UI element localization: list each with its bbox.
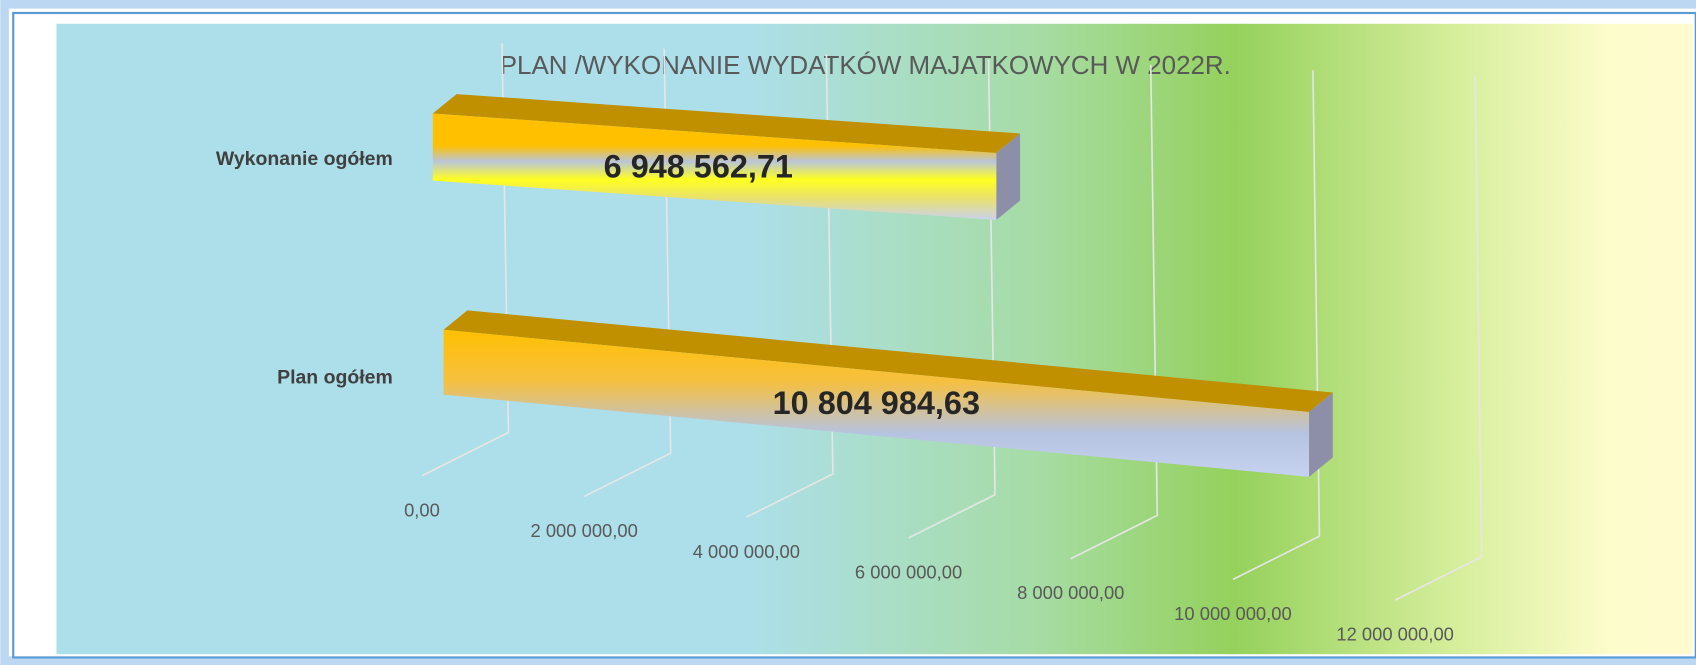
x-tick-label: 12 000 000,00 <box>1336 624 1454 645</box>
x-tick-label: 4 000 000,00 <box>693 541 800 562</box>
bar-end <box>1309 392 1333 477</box>
bar-front <box>432 113 997 221</box>
grid-line <box>1394 75 1483 601</box>
data-label: 6 948 562,71 <box>604 149 793 185</box>
category-label: Wykonanie ogółem <box>216 148 393 170</box>
x-tick-label: 10 000 000,00 <box>1174 603 1292 624</box>
category-label: Plan ogółem <box>277 367 393 389</box>
plot-area <box>56 23 1693 655</box>
data-label: 10 804 984,63 <box>773 385 980 421</box>
bar <box>443 310 1333 477</box>
bar-top <box>443 310 1333 413</box>
bar-top <box>432 94 1021 153</box>
chart-title: PLAN /WYKONANIE WYDATKÓW MAJATKOWYCH W 2… <box>500 51 1231 80</box>
x-tick-label: 8 000 000,00 <box>1017 582 1124 603</box>
grid-line <box>1070 64 1159 560</box>
bar-end <box>996 133 1021 221</box>
bar-front <box>443 329 1310 477</box>
x-tick-label: 0,00 <box>404 499 440 520</box>
bar <box>432 94 1021 221</box>
x-tick-label: 2 000 000,00 <box>531 520 638 541</box>
x-tick-label: 6 000 000,00 <box>855 561 962 582</box>
grid-line <box>1232 70 1321 581</box>
